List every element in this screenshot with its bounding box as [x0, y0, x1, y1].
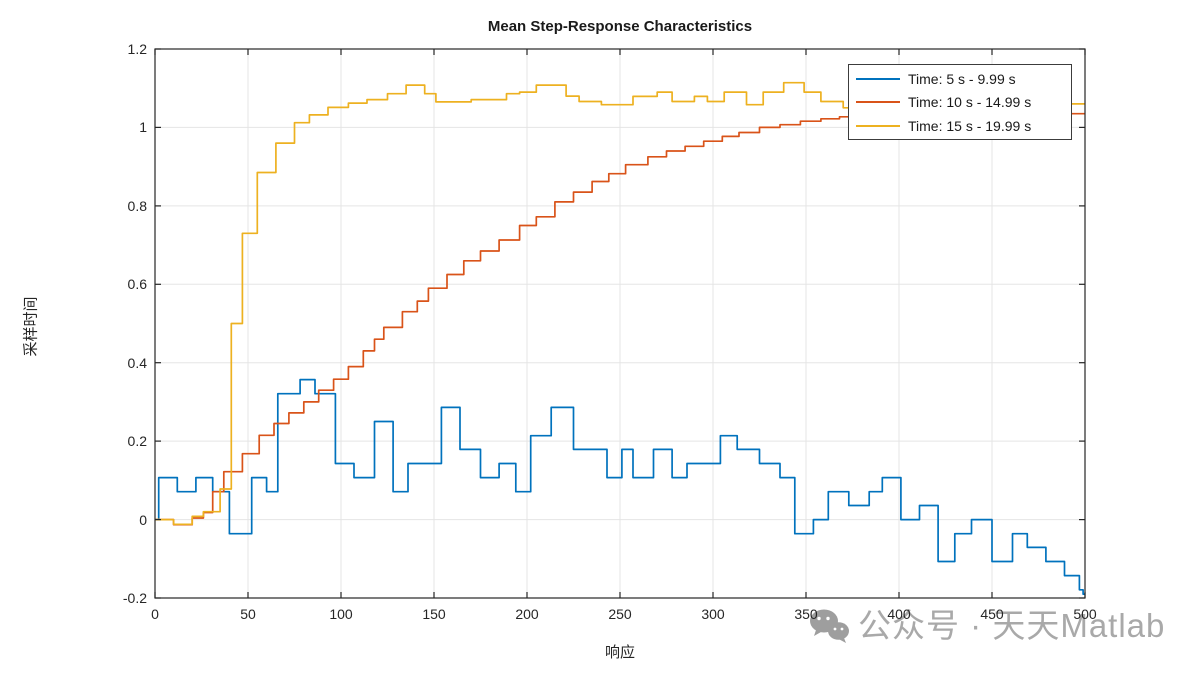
x-tick-label: 200 [515, 606, 539, 622]
legend-line-sample-yellow [856, 124, 900, 127]
x-tick-label: 500 [1073, 606, 1097, 622]
legend-label: Time: 10 s - 14.99 s [908, 94, 1032, 110]
legend-entry: Time: 5 s - 9.99 s [849, 68, 1071, 90]
legend-label: Time: 15 s - 19.99 s [908, 117, 1032, 134]
x-tick-label: 400 [887, 606, 911, 622]
legend-line-sample-orange [856, 101, 900, 103]
series-line [155, 378, 1085, 595]
y-tick-label: 0.6 [127, 276, 147, 293]
legend-line-sample-blue [856, 77, 900, 80]
x-tick-label: 150 [422, 606, 446, 622]
legend: Time: 5 s - 9.99 s Time: 10 s - 14.99 s … [848, 64, 1072, 140]
x-tick-label: 250 [608, 606, 632, 622]
x-tick-label: 100 [329, 606, 353, 622]
y-tick-label: 0.2 [127, 433, 147, 450]
x-axis-label: 响应 [604, 644, 635, 661]
y-axis-label: 采样时间 [22, 296, 40, 357]
legend-entry: Time: 10 s - 14.99 s [849, 91, 1071, 113]
x-tick-label: 300 [701, 606, 725, 622]
y-tick-label: 0.4 [127, 354, 147, 371]
y-tick-label: -0.2 [122, 590, 147, 606]
x-tick-label: 450 [980, 606, 1004, 622]
legend-entry: Time: 15 s - 19.99 s [849, 115, 1071, 137]
legend-label: Time: 5 s - 9.99 s [908, 70, 1016, 87]
series-line [155, 112, 1085, 526]
x-tick-label: 0 [151, 606, 159, 622]
x-tick-label: 350 [794, 606, 818, 622]
y-tick-label: 0 [139, 511, 147, 528]
y-tick-label: 1 [139, 119, 147, 136]
series-line [155, 81, 1085, 526]
x-tick-label: 50 [240, 606, 256, 622]
y-tick-label: 0.8 [127, 197, 147, 214]
chart-title: Mean Step-Response Characteristics [487, 18, 753, 35]
y-tick-label: 1.2 [127, 41, 147, 57]
